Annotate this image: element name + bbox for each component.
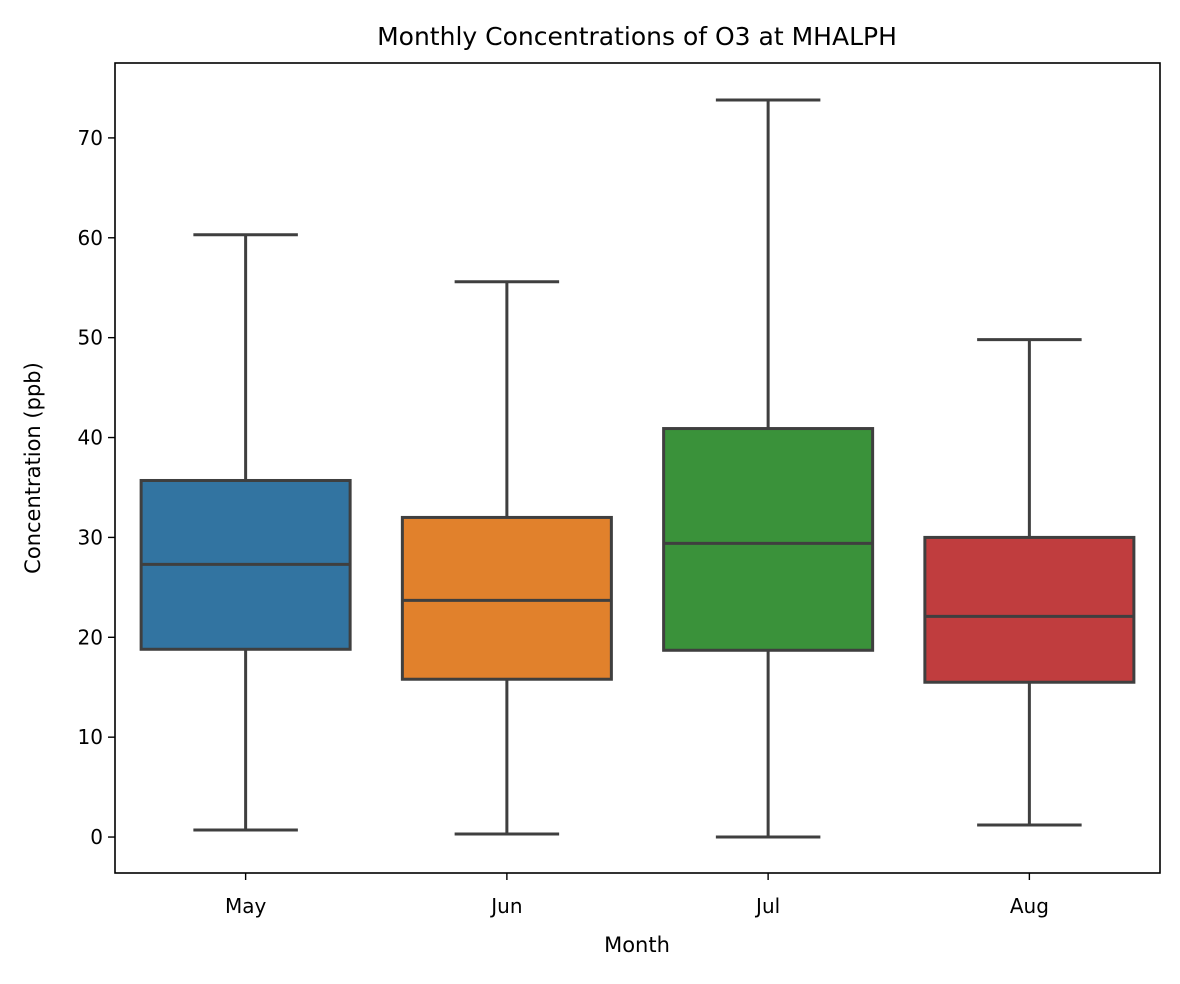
y-tick-label: 40: [78, 426, 103, 450]
x-tick-label: May: [225, 894, 267, 918]
x-tick-label: Jun: [489, 894, 522, 918]
y-tick-label: 10: [78, 725, 103, 749]
y-tick-label: 50: [78, 326, 103, 350]
x-tick-label: Jul: [754, 894, 780, 918]
x-tick-label: Aug: [1010, 894, 1049, 918]
y-tick-label: 70: [78, 126, 103, 150]
box-jun: [400, 515, 613, 681]
x-axis-label: Month: [604, 933, 670, 957]
y-tick-label: 20: [78, 625, 103, 649]
y-axis-label: Concentration (ppb): [21, 362, 45, 574]
y-tick-label: 0: [90, 825, 103, 849]
plot-frame: [114, 62, 1161, 874]
box-jul: [662, 427, 875, 652]
y-tick-label: 60: [78, 226, 103, 250]
plot-area: 0 10 20 30 40 50 60 70 May Jun Jul Aug: [78, 62, 1161, 918]
box-aug: [923, 535, 1136, 684]
chart-title: Monthly Concentrations of O3 at MHALPH: [377, 22, 897, 51]
y-tick-label: 30: [78, 525, 103, 549]
